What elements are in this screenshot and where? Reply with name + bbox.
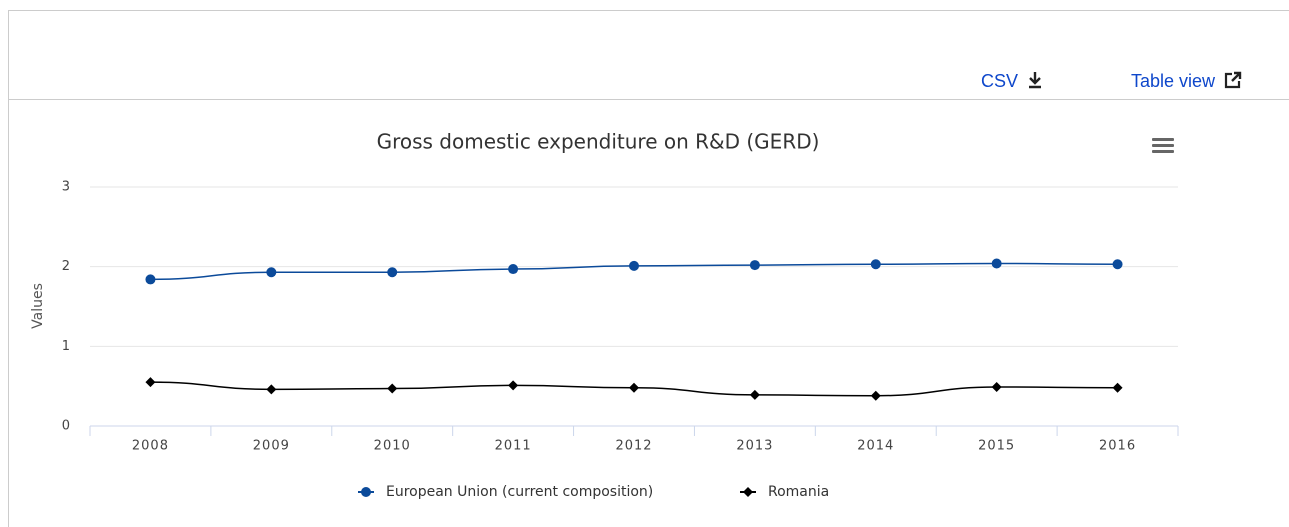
legend-label: European Union (current composition) bbox=[386, 484, 653, 500]
point bbox=[991, 258, 1002, 269]
point bbox=[870, 259, 881, 270]
point bbox=[629, 382, 639, 393]
point bbox=[749, 260, 760, 271]
point bbox=[508, 264, 519, 275]
point bbox=[266, 384, 277, 395]
x-tick-label: 2008 bbox=[132, 439, 169, 454]
x-tick-label: 2012 bbox=[615, 439, 652, 454]
chart-title: Gross domestic expenditure on R&D (GERD) bbox=[377, 130, 820, 154]
x-tick-label: 2009 bbox=[253, 439, 290, 454]
x-tick-label: 2010 bbox=[374, 439, 411, 454]
point bbox=[266, 267, 277, 278]
y-tick-label: 1 bbox=[62, 339, 70, 354]
download-icon bbox=[1029, 72, 1042, 89]
point bbox=[387, 267, 398, 278]
point bbox=[749, 389, 760, 400]
point bbox=[361, 487, 371, 497]
menu-icon[interactable] bbox=[1152, 138, 1174, 153]
csv-text: CSV bbox=[981, 71, 1019, 91]
x-tick-label: 2014 bbox=[857, 439, 894, 454]
table-view-text: Table view bbox=[1131, 71, 1216, 91]
point bbox=[629, 260, 639, 271]
x-tick-label: 2011 bbox=[495, 439, 532, 454]
x-tick-label: 2013 bbox=[736, 439, 773, 454]
y-tick-label: 2 bbox=[62, 259, 70, 274]
x-tick-label: 2016 bbox=[1099, 439, 1136, 454]
y-axis-label: Values bbox=[30, 283, 46, 329]
y-tick-label: 3 bbox=[62, 180, 70, 195]
table-view-link[interactable]: Table view bbox=[1131, 69, 1242, 92]
point bbox=[1112, 259, 1123, 270]
x-tick-label: 2015 bbox=[978, 439, 1015, 454]
point bbox=[145, 377, 156, 388]
legend-label: Romania bbox=[768, 484, 829, 500]
point bbox=[508, 380, 519, 391]
point bbox=[145, 274, 156, 285]
point bbox=[743, 487, 753, 497]
panel: CSV Table view bbox=[8, 10, 1289, 527]
point bbox=[1112, 382, 1123, 393]
point bbox=[387, 383, 398, 394]
external-icon bbox=[1224, 71, 1242, 89]
point bbox=[991, 381, 1002, 392]
y-tick-label: 0 bbox=[62, 419, 70, 434]
csv-link[interactable]: CSV bbox=[981, 69, 1042, 92]
point bbox=[870, 390, 881, 401]
toolbar: CSV Table view bbox=[9, 11, 1289, 100]
